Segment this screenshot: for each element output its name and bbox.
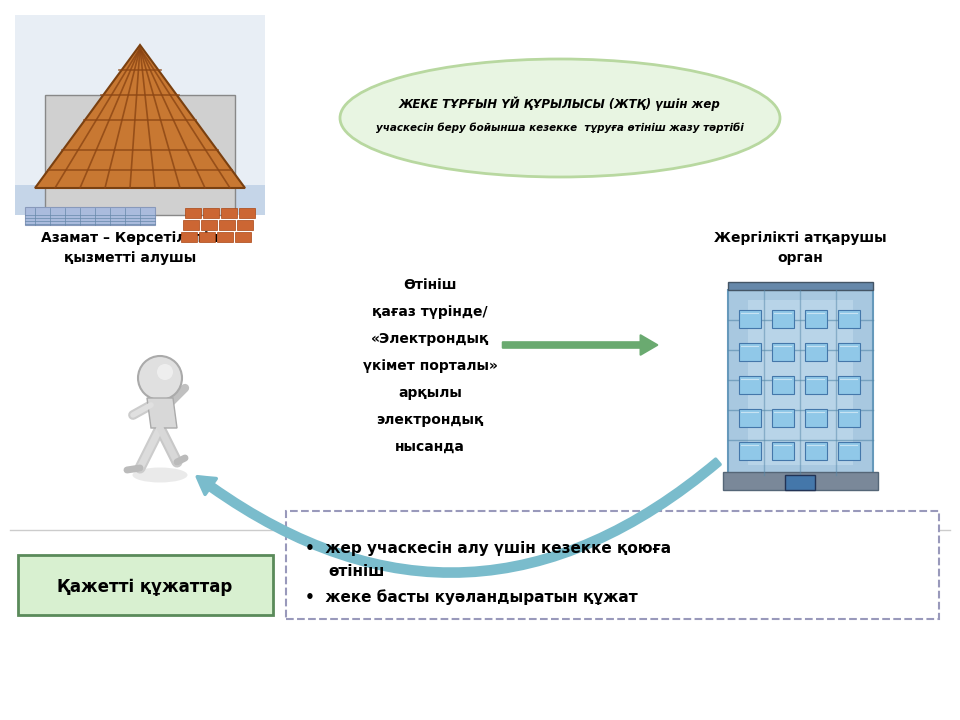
FancyBboxPatch shape [772,376,794,394]
FancyBboxPatch shape [217,232,233,242]
FancyBboxPatch shape [772,409,794,427]
FancyBboxPatch shape [772,310,794,328]
Text: ЖЕКЕ ТҰРҒЫН ҮЙ ҚҰРЫЛЫСЫ (ЖТҚ) үшін жер: ЖЕКЕ ТҰРҒЫН ҮЙ ҚҰРЫЛЫСЫ (ЖТҚ) үшін жер [399,96,721,112]
FancyBboxPatch shape [185,208,201,218]
Text: нысанда: нысанда [396,440,465,454]
FancyBboxPatch shape [18,555,273,615]
FancyBboxPatch shape [838,442,860,460]
Text: учаскесін беру бойынша кезекке  тұруға өтініш жазу тәртібі: учаскесін беру бойынша кезекке тұруға өт… [376,122,744,133]
Ellipse shape [132,467,187,482]
Text: қағаз түрінде/: қағаз түрінде/ [372,305,488,319]
FancyBboxPatch shape [728,282,873,290]
Text: Қажетті құжаттар: Қажетті құжаттар [58,578,232,596]
Polygon shape [147,398,177,428]
Circle shape [138,356,182,400]
FancyBboxPatch shape [838,310,860,328]
Text: электрондық: электрондық [376,413,484,427]
FancyBboxPatch shape [221,208,237,218]
FancyArrowPatch shape [197,459,720,576]
Text: «Электрондық: «Электрондық [371,332,490,346]
FancyBboxPatch shape [805,442,827,460]
Text: арқылы: арқылы [398,386,462,400]
FancyBboxPatch shape [183,220,199,230]
FancyArrowPatch shape [503,336,658,355]
FancyBboxPatch shape [739,442,761,460]
FancyBboxPatch shape [239,208,255,218]
FancyBboxPatch shape [45,95,235,215]
FancyBboxPatch shape [104,214,119,222]
Text: Жергілікті атқарушы: Жергілікті атқарушы [713,231,886,245]
FancyBboxPatch shape [838,376,860,394]
FancyBboxPatch shape [772,343,794,361]
FancyBboxPatch shape [181,232,197,242]
FancyBboxPatch shape [838,343,860,361]
FancyBboxPatch shape [86,214,101,222]
FancyBboxPatch shape [723,472,878,490]
Text: •  жеке басты куәландыратын құжат: • жеке басты куәландыратын құжат [305,589,637,605]
FancyBboxPatch shape [805,409,827,427]
FancyBboxPatch shape [219,220,235,230]
Circle shape [157,364,173,380]
Ellipse shape [340,59,780,177]
FancyBboxPatch shape [739,376,761,394]
FancyBboxPatch shape [15,15,265,215]
FancyBboxPatch shape [739,343,761,361]
FancyBboxPatch shape [739,409,761,427]
FancyBboxPatch shape [50,214,65,222]
Polygon shape [35,45,245,188]
FancyBboxPatch shape [748,300,853,465]
FancyBboxPatch shape [739,310,761,328]
Text: қызметті алушы: қызметті алушы [64,251,196,265]
Text: орган: орган [778,251,823,265]
Text: Өтініш: Өтініш [403,278,457,292]
FancyBboxPatch shape [199,232,215,242]
FancyBboxPatch shape [237,220,253,230]
FancyBboxPatch shape [785,475,815,490]
FancyBboxPatch shape [286,511,939,619]
FancyBboxPatch shape [68,214,83,222]
FancyBboxPatch shape [235,232,251,242]
FancyBboxPatch shape [805,310,827,328]
Text: •  жер учаскесін алу үшін кезекке қоюға: • жер учаскесін алу үшін кезекке қоюға [305,541,671,556]
FancyBboxPatch shape [805,376,827,394]
FancyBboxPatch shape [838,409,860,427]
FancyBboxPatch shape [25,207,155,225]
FancyBboxPatch shape [805,343,827,361]
Text: өтініш: өтініш [328,564,384,580]
FancyBboxPatch shape [728,290,873,475]
FancyBboxPatch shape [15,185,265,215]
Text: Азамат – Көрсетілетін: Азамат – Көрсетілетін [41,231,219,245]
Text: үкімет порталы»: үкімет порталы» [363,359,497,373]
FancyBboxPatch shape [203,208,219,218]
FancyBboxPatch shape [201,220,217,230]
FancyBboxPatch shape [772,442,794,460]
